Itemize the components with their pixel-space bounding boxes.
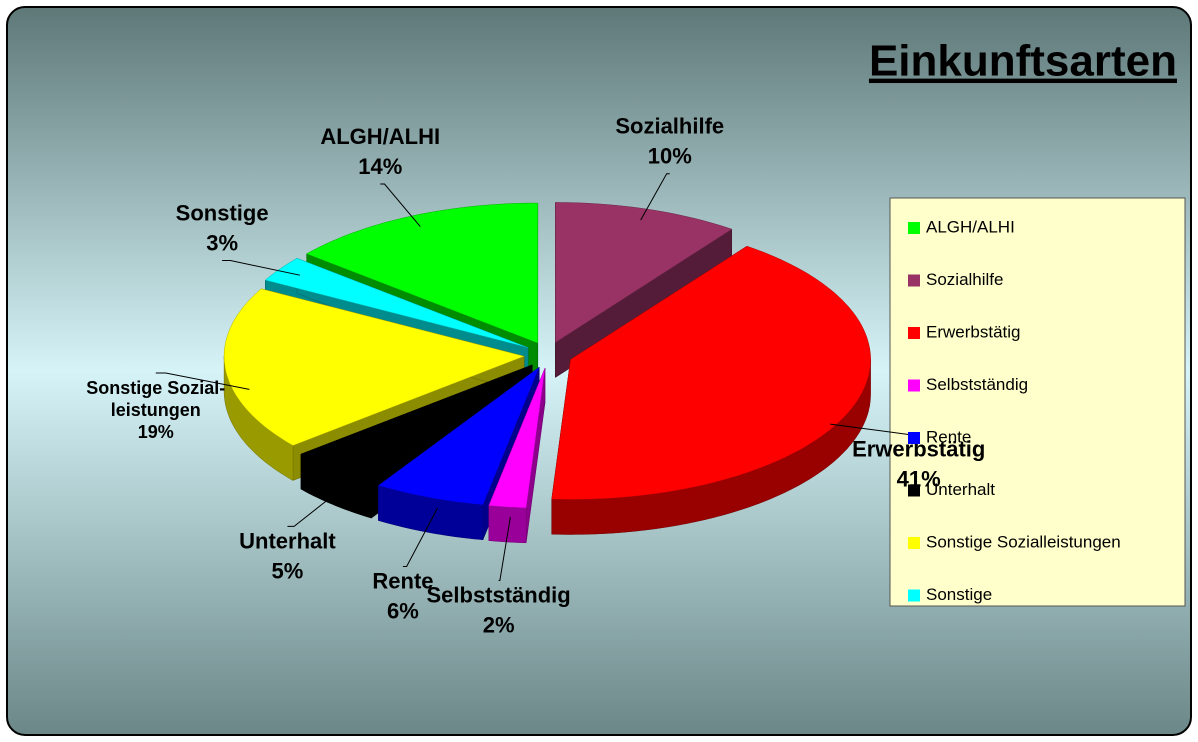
- slice: [377, 366, 540, 506]
- data-label: Selbstständig 2%: [426, 582, 570, 637]
- data-label-name: Sonstige: [176, 200, 269, 225]
- slice: [488, 368, 546, 509]
- leader-line: [155, 372, 250, 390]
- data-label: Sonstige Sozial-leistungen 19%: [86, 378, 225, 442]
- legend-label: Erwerbstätig: [926, 322, 1020, 341]
- slice: [223, 288, 525, 446]
- leader-line: [380, 183, 421, 227]
- leader-line: [222, 260, 300, 276]
- leader-line: [287, 482, 350, 527]
- data-label: Unterhalt 5%: [239, 528, 336, 583]
- legend-swatch: [908, 274, 920, 287]
- legend: [889, 197, 1186, 607]
- legend-label: Selbstständig: [926, 375, 1028, 394]
- legend-swatch: [908, 432, 920, 444]
- data-label: ALGH/ALHI 14%: [320, 124, 440, 179]
- legend-label: Unterhalt: [926, 480, 995, 499]
- legend-label: Sonstige: [926, 585, 992, 604]
- legend-swatch: [908, 379, 920, 392]
- leader-line: [498, 516, 511, 581]
- data-label-name: Sozialhilfe: [615, 114, 724, 139]
- chart-title: Einkunftsarten: [869, 37, 1177, 86]
- slice: [300, 364, 533, 484]
- legend-swatch: [908, 484, 920, 497]
- slice: [551, 245, 871, 500]
- data-label-name: Rente: [372, 568, 433, 593]
- data-label-value: 5%: [272, 558, 304, 583]
- slice: [306, 202, 539, 344]
- data-label-value: 2%: [483, 612, 515, 637]
- leader-line: [640, 173, 670, 221]
- legend-swatch: [908, 222, 920, 234]
- data-label-value: 14%: [358, 154, 402, 179]
- slice: [555, 202, 733, 343]
- data-label-name: leistungen: [111, 400, 201, 420]
- legend-label: ALGH/ALHI: [926, 217, 1015, 236]
- legend-label: Rente: [926, 427, 971, 446]
- data-label: Sonstige 3%: [176, 200, 269, 255]
- data-label-value: 6%: [387, 598, 419, 623]
- data-label: Rente 6%: [372, 568, 433, 623]
- data-label-value: 19%: [138, 422, 174, 442]
- slice: [264, 258, 529, 348]
- data-label-name: Unterhalt: [239, 528, 336, 553]
- leader-line: [402, 507, 439, 568]
- data-label-value: 10%: [648, 144, 692, 169]
- data-label-name: Sonstige Sozial-: [86, 378, 225, 398]
- legend-label: Sozialhilfe: [926, 270, 1004, 289]
- data-label-name: ALGH/ALHI: [320, 124, 440, 149]
- data-label-name: Selbstständig: [426, 582, 570, 607]
- data-label: Sozialhilfe 10%: [615, 114, 724, 169]
- legend-swatch: [908, 537, 920, 549]
- legend-swatch: [908, 327, 920, 339]
- data-label-value: 3%: [206, 230, 238, 255]
- legend-label: Sonstige Sozialleistungen: [926, 532, 1121, 551]
- legend-swatch: [908, 589, 920, 602]
